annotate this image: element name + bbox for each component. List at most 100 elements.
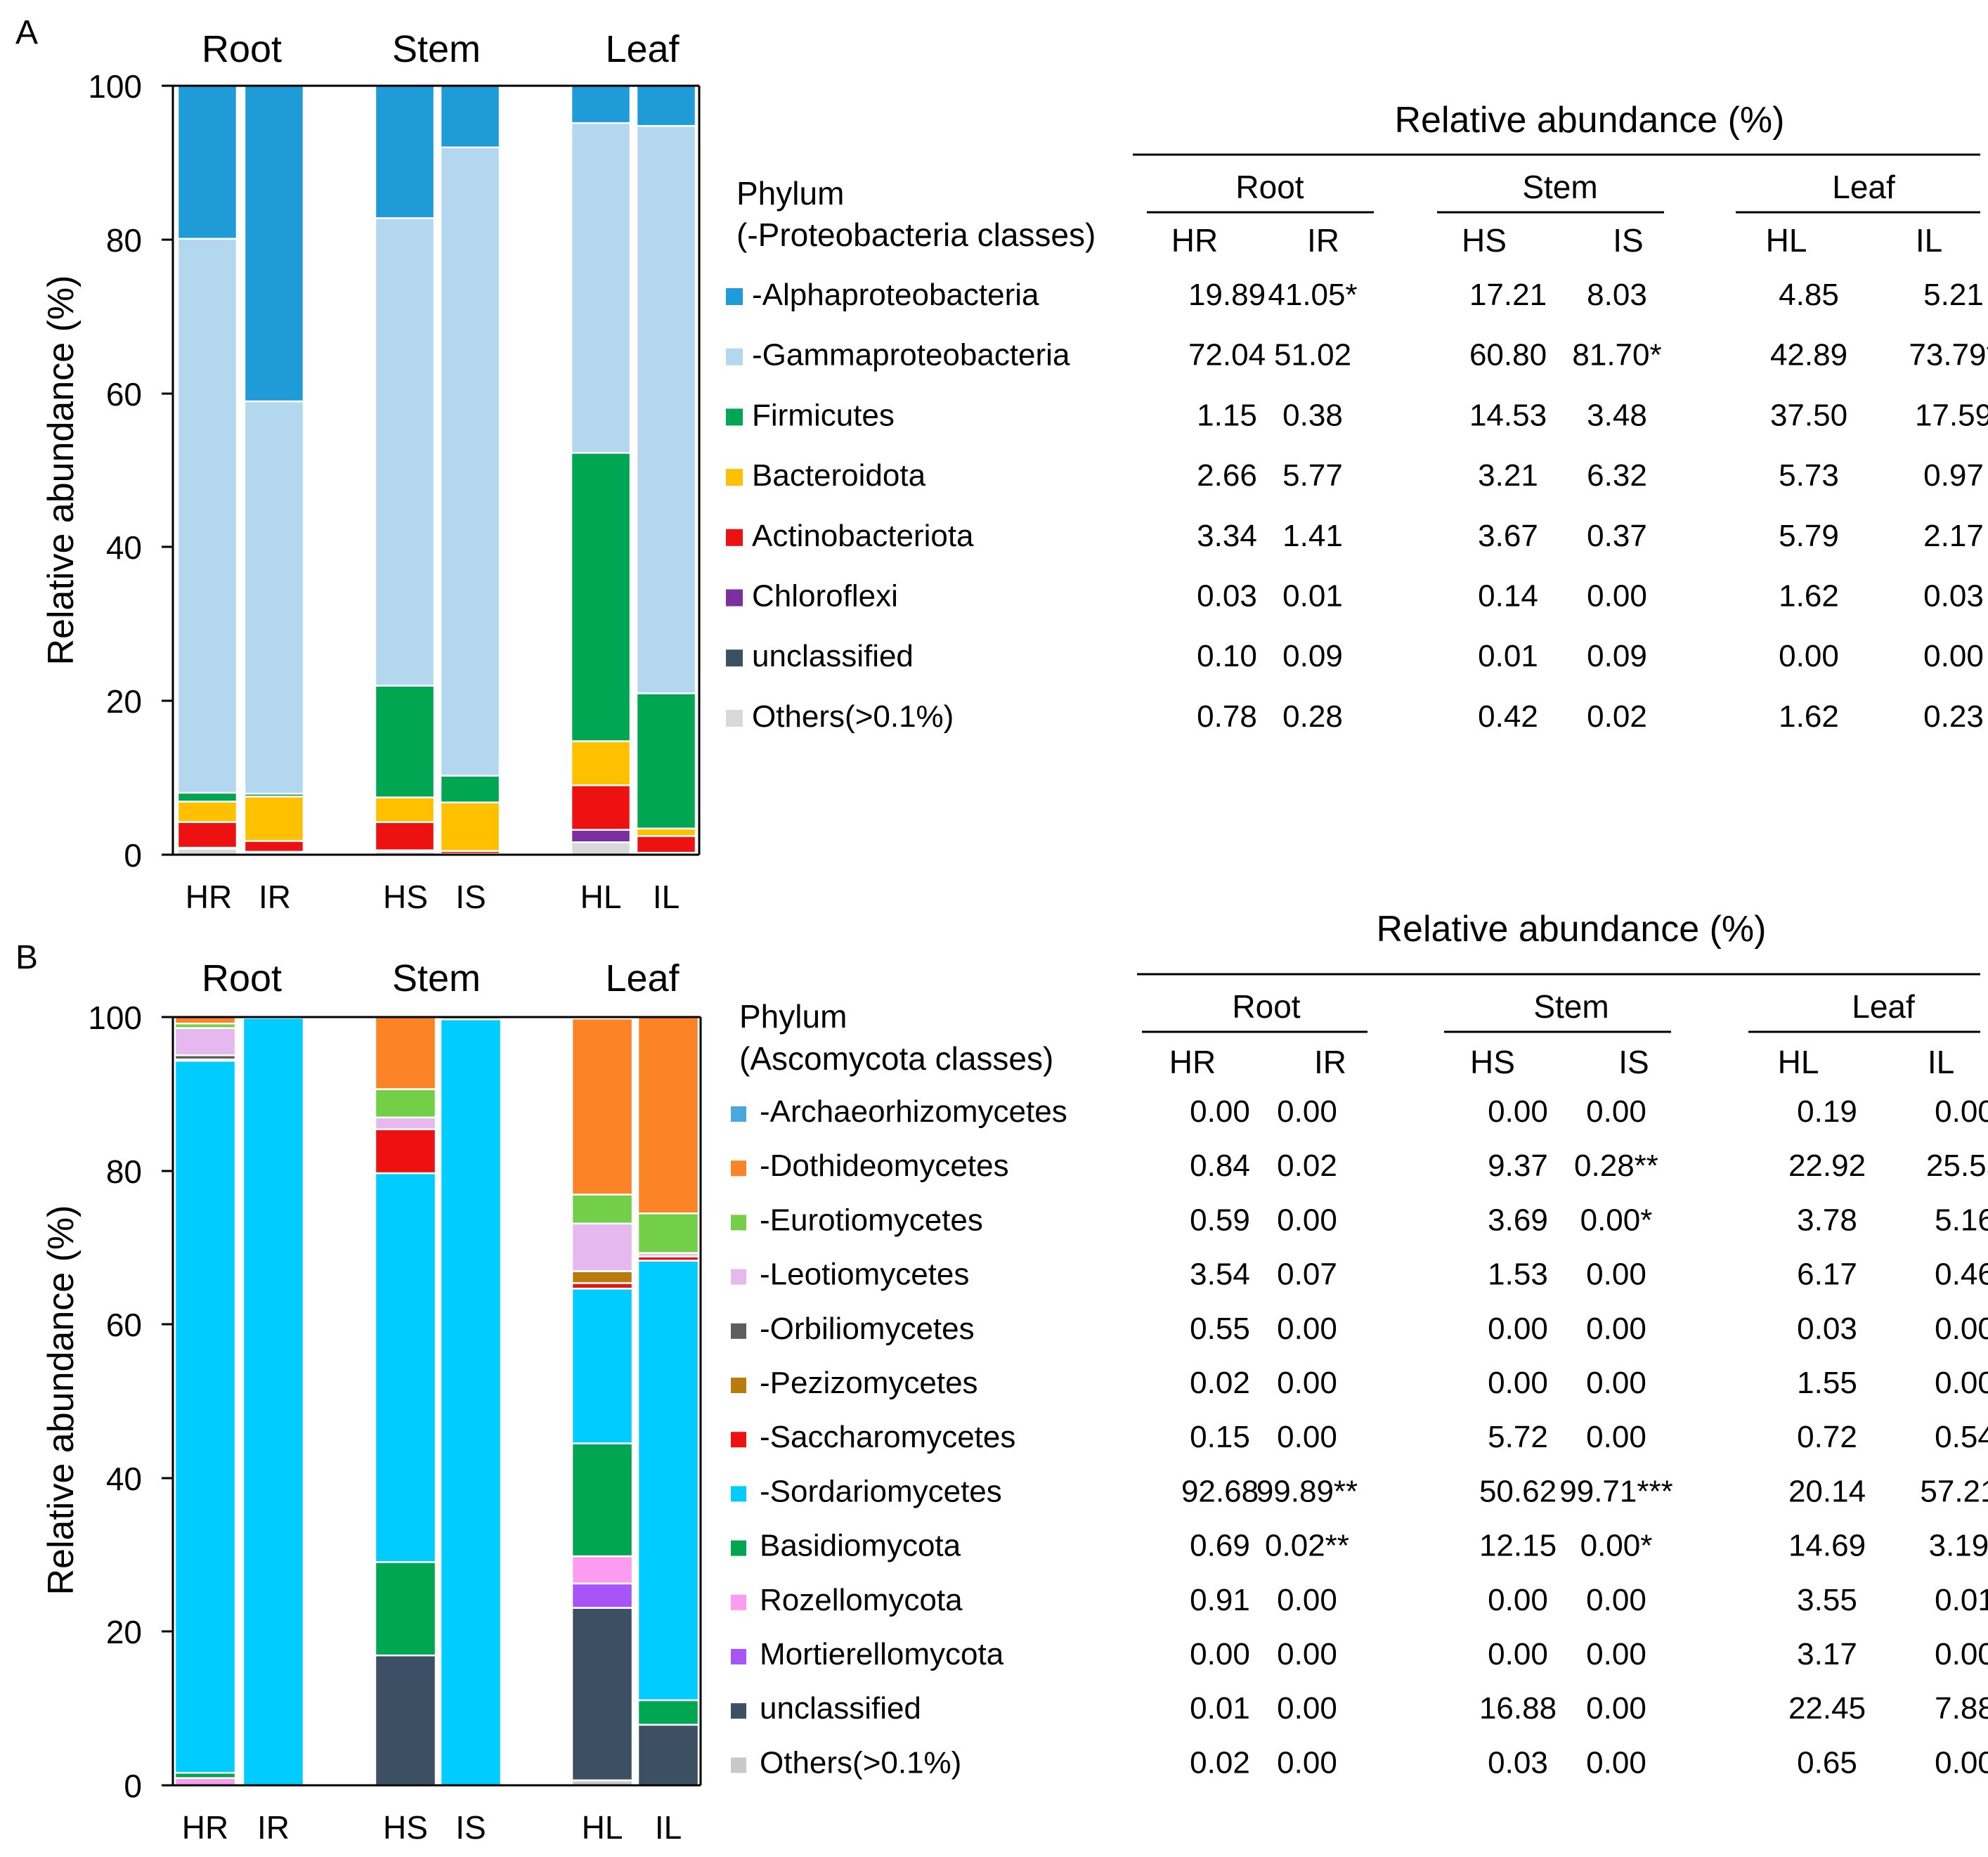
group-header-stem: Stem xyxy=(1533,988,1609,1025)
bar-segment-others-0-1-hl xyxy=(570,841,632,856)
series-name: Others(>0.1%) xyxy=(760,1745,961,1780)
legend-swatch xyxy=(731,1215,746,1231)
table-row-unclassified: unclassified 0.01 0.00 16.88 0.00 22.45 7.88 xyxy=(731,1691,1988,1726)
group-label-stem: Stem xyxy=(392,957,481,999)
group-header-root: Root xyxy=(1235,169,1304,205)
table-title: Relative abundance (%) xyxy=(1395,100,1785,141)
x-tick-label: HL xyxy=(582,1809,623,1846)
bar-segment-gammaproteobacteria-hr xyxy=(176,238,238,794)
panel-letter: A xyxy=(15,14,38,51)
x-axis: HR IR HS IS HL IL xyxy=(182,1809,682,1846)
y-tick-label: 40 xyxy=(106,529,142,566)
column-header: HL xyxy=(1766,222,1807,259)
value-cell: 92.68 xyxy=(1181,1474,1259,1508)
bar-segment-actinobacteriota-hs xyxy=(374,821,436,852)
series-name: -Eurotiomycetes xyxy=(760,1203,983,1237)
value-cell: 0.28 xyxy=(1282,699,1343,734)
table-row-dothideomycetes: -Dothideomycetes 0.84 0.02 9.37 0.28** 22.92 2… xyxy=(731,1149,1988,1183)
bar-segment-sordariomycetes-hs xyxy=(374,1172,437,1563)
bar-chart: Root Stem Leaf Relative abundance (%) 0 … xyxy=(41,957,702,1846)
value-cell: 0.02 xyxy=(1190,1366,1250,1400)
bar-segment-gammaproteobacteria-hs xyxy=(374,217,436,687)
value-cell: 0.00 xyxy=(1277,1420,1337,1454)
value-cell: 0.84 xyxy=(1190,1149,1250,1183)
value-cell: 0.65 xyxy=(1797,1745,1857,1780)
value-cell: 0.00 xyxy=(1190,1094,1250,1129)
y-axis: 0 20 40 60 80 100 xyxy=(88,999,174,1804)
value-cell: 57.21* xyxy=(1920,1474,1988,1508)
value-cell: 3.67 xyxy=(1478,519,1538,553)
value-cell: 0.00* xyxy=(1580,1203,1653,1237)
series-name: Basidiomycota xyxy=(760,1529,961,1563)
value-cell: 81.70* xyxy=(1572,338,1661,373)
y-axis-label: Relative abundance (%) xyxy=(41,1205,82,1596)
table-row-saccharomycetes: -Saccharomycetes 0.15 0.00 5.72 0.00 0.72 0.54 xyxy=(731,1420,1988,1454)
group-label-root: Root xyxy=(202,957,282,999)
value-cell: 22.45 xyxy=(1788,1691,1866,1726)
group-header-leaf: Leaf xyxy=(1832,169,1895,205)
value-cell: 0.00 xyxy=(1190,1637,1250,1671)
column-header: HS xyxy=(1462,222,1507,259)
value-cell: 20.14 xyxy=(1788,1474,1866,1508)
x-tick-label: IL xyxy=(655,1809,682,1846)
value-cell: 2.17 xyxy=(1923,519,1984,553)
value-cell: 0.02 xyxy=(1277,1149,1337,1183)
table-row-orbiliomycetes: -Orbiliomycetes 0.55 0.00 0.00 0.00 0.03 0.00 xyxy=(731,1312,1988,1346)
x-tick-label: HR xyxy=(186,879,232,915)
legend-swatch xyxy=(726,469,743,486)
bar-segment-basidiomycota-il xyxy=(637,1699,700,1726)
bar-segment-alphaproteobacteria-hl xyxy=(570,84,632,124)
table-row-rozellomycota: Rozellomycota 0.91 0.00 0.00 0.00 3.55 0.01 xyxy=(731,1583,1988,1617)
value-cell: 1.41 xyxy=(1282,519,1343,553)
bar-segment-alphaproteobacteria-hs xyxy=(374,84,436,219)
table-rows: -Archaeorhizomycetes 0.00 0.00 0.00 0.00 0.19… xyxy=(731,1094,1988,1780)
value-cell: 0.07 xyxy=(1277,1257,1337,1292)
value-cell: 0.00 xyxy=(1277,1366,1337,1400)
series-name: Bacteroidota xyxy=(752,458,926,493)
group-label-root: Root xyxy=(202,28,282,70)
value-cell: 0.10 xyxy=(1197,639,1257,673)
bar-segment-bacteroidota-is xyxy=(439,801,501,852)
value-cell: 14.69 xyxy=(1788,1529,1866,1563)
x-tick-label: HR xyxy=(182,1809,228,1846)
bar-segment-bacteroidota-hl xyxy=(570,740,632,787)
column-header: IR xyxy=(1314,1044,1346,1080)
value-cell: 0.00 xyxy=(1277,1203,1337,1237)
value-cell: 0.01 xyxy=(1282,579,1343,614)
value-cell: 1.62 xyxy=(1779,699,1839,734)
bar-stack-ir xyxy=(243,84,305,856)
row-header-sub: (Ascomycota classes) xyxy=(739,1040,1053,1077)
bar-segment-bacteroidota-hs xyxy=(374,796,436,823)
table-row-others-0-1: Others(>0.1%) 0.02 0.00 0.03 0.00 0.65 0.00 xyxy=(731,1745,1988,1780)
value-cell: 0.01 xyxy=(1190,1691,1250,1726)
value-cell: 0.00 xyxy=(1488,1312,1548,1346)
group-header-root: Root xyxy=(1232,988,1300,1025)
bar-segment-sordariomycetes-il xyxy=(637,1260,700,1702)
bar-segment-pezizomycetes-hl xyxy=(571,1270,634,1284)
value-cell: 0.59 xyxy=(1190,1203,1250,1237)
bar-segment-actinobacteriota-hr xyxy=(176,821,238,849)
bar-segment-actinobacteriota-hl xyxy=(570,784,632,831)
bar-stack-il xyxy=(635,84,697,856)
value-cell: 0.00 xyxy=(1935,1094,1988,1129)
table-row-others-0-1: Others(>0.1%) 0.78 0.28 0.42 0.02 1.62 0.23 xyxy=(726,699,1984,734)
bar-segment-firmicutes-hs xyxy=(374,685,436,798)
value-cell: 0.09 xyxy=(1587,639,1647,673)
value-cell: 3.19* xyxy=(1929,1529,1988,1563)
value-cell: 0.00 xyxy=(1488,1094,1548,1129)
bar-stacks xyxy=(176,84,697,856)
value-cell: 0.00 xyxy=(1935,1745,1988,1780)
bar-stack-is xyxy=(439,84,501,856)
y-tick-label: 0 xyxy=(124,1768,142,1804)
bar-segment-chloroflexi-hl xyxy=(570,829,632,843)
value-cell: 17.21 xyxy=(1469,278,1547,312)
bar-segment-bacteroidota-il xyxy=(635,827,697,837)
group-label-leaf: Leaf xyxy=(605,28,680,70)
value-cell: 99.89** xyxy=(1256,1474,1358,1508)
bar-segment-gammaproteobacteria-ir xyxy=(243,400,305,795)
legend-swatch xyxy=(731,1269,746,1285)
value-cell: 0.00 xyxy=(1488,1366,1548,1400)
value-cell: 51.02 xyxy=(1274,338,1351,373)
row-header-sub: (-Proteobacteria classes) xyxy=(736,216,1096,253)
